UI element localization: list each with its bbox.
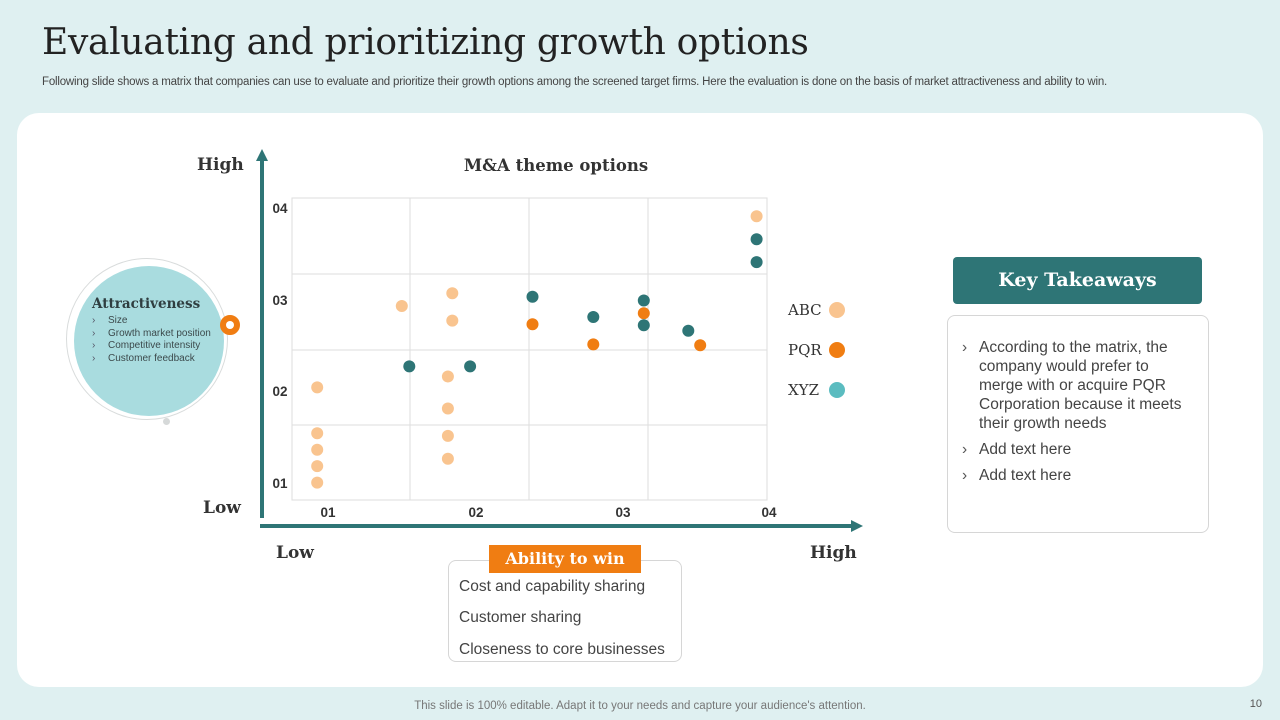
ability-item: Closeness to core businesses [459,641,665,658]
legend-label-abc: ABC [787,301,822,319]
data-point-abc [441,429,454,442]
ability-title: Ability to win [489,545,641,573]
data-point-abc [311,427,324,440]
key-takeaways-header: Key Takeaways [953,257,1202,304]
key-takeaways-list: According to the matrix, the company wou… [960,338,1194,485]
data-point-pqr [694,339,707,352]
data-point-abc [311,476,324,489]
y-axis-low-label: Low [203,498,241,518]
x-tick-label: 02 [468,505,483,520]
attractiveness-circle: Attractiveness Size Growth market positi… [74,266,224,416]
data-point-pqr [587,338,600,351]
key-takeaways-box: According to the matrix, the company wou… [947,315,1209,533]
legend-marker-pqr [829,342,845,358]
data-point-abc [441,370,454,383]
attractiveness-list: Size Growth market position Competitive … [92,315,212,365]
attractiveness-item: Size [92,315,212,328]
data-point-pqr [637,307,650,320]
chart-points [311,210,763,489]
x-tick-label: 03 [615,505,631,520]
attractiveness-item: Customer feedback [92,353,212,366]
legend-label-xyz: XYZ [788,381,819,399]
data-point-xyz [682,324,695,337]
data-point-abc [311,443,324,456]
x-tick-label: 01 [320,505,336,520]
chart-legend: ABC PQR XYZ [787,301,845,399]
data-point-abc [441,402,454,415]
x-axis-arrow [851,520,863,532]
attractiveness-ring [66,258,228,420]
y-tick-label: 01 [272,476,288,491]
x-axis-high-label: High [810,543,857,563]
legend-marker-xyz [829,382,845,398]
data-point-abc [441,452,454,465]
attractiveness-item: Competitive intensity [92,340,212,353]
data-point-xyz [403,360,416,373]
data-point-abc [446,314,459,327]
attractiveness-title: Attractiveness [92,296,201,312]
ability-item: Customer sharing [459,609,582,626]
chart-grid [291,197,768,501]
data-point-xyz [526,290,539,303]
page-title: Evaluating and prioritizing growth optio… [42,22,809,63]
data-point-abc [446,287,459,300]
y-tick-label: 03 [272,293,288,308]
data-point-xyz [750,233,763,246]
x-tick-label: 04 [761,505,777,520]
attractiveness-item: Growth market position [92,328,212,341]
chart-axes [256,149,863,532]
legend-label-pqr: PQR [788,341,822,359]
chart-ticks: 01 02 03 04 01 02 03 04 [272,201,777,520]
data-point-xyz [464,360,477,373]
data-point-xyz [750,256,763,269]
data-point-xyz [637,294,650,307]
data-point-abc [750,210,763,223]
page-subtitle: Following slide shows a matrix that comp… [42,76,1108,88]
data-point-pqr [526,318,539,331]
x-axis-low-label: Low [276,543,314,563]
footer-note: This slide is 100% editable. Adapt it to… [414,700,866,712]
data-point-abc [395,300,408,312]
data-point-abc [311,381,324,394]
takeaway-item: Add text here [960,466,1194,485]
data-point-abc [311,460,324,473]
takeaway-item: Add text here [960,440,1194,459]
y-tick-label: 02 [272,384,287,399]
legend-marker-abc [829,302,845,318]
takeaway-item: According to the matrix, the company wou… [960,338,1194,433]
chart-title: M&A theme options [464,156,648,175]
attractiveness-connector-dot [220,315,240,335]
data-point-xyz [637,319,650,332]
y-axis-arrow [256,149,268,161]
page-number: 10 [1249,698,1262,710]
ability-item: Cost and capability sharing [459,578,646,595]
y-tick-label: 04 [272,201,288,216]
y-axis-high-label: High [197,155,244,175]
decorative-dot [163,418,170,425]
data-point-xyz [587,311,600,323]
